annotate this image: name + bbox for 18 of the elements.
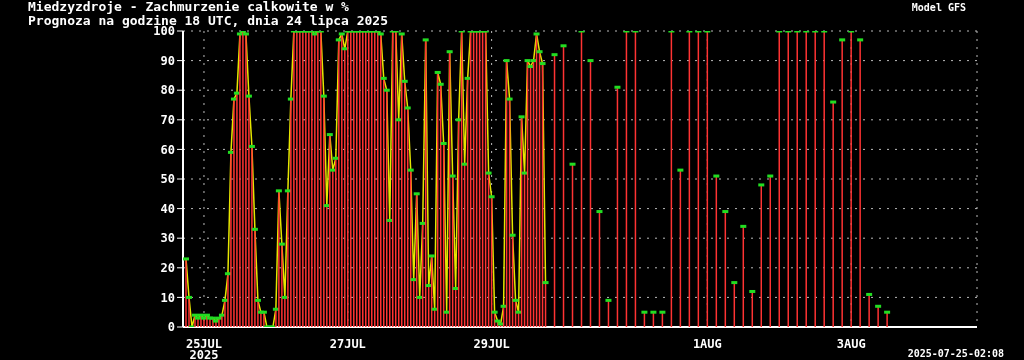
- y-tick-label: 60: [160, 142, 175, 157]
- chart-title: Miedzyzdroje - Zachmurzenie calkowite w %: [28, 0, 350, 14]
- y-tick-label: 50: [160, 172, 175, 187]
- y-tick-label: 90: [160, 53, 175, 68]
- y-tick-label: 70: [160, 113, 175, 128]
- x-tick-label: 3AUG: [836, 337, 866, 351]
- y-tick-label: 10: [160, 290, 175, 305]
- x-tick-label: 1AUG: [692, 337, 722, 351]
- y-tick-label: 40: [160, 201, 175, 216]
- x-tick-label: 27JUL: [329, 337, 366, 351]
- x-tick-label: 25JUL 2025: [185, 337, 223, 360]
- y-tick-label: 0: [167, 320, 175, 335]
- y-tick-label: 20: [160, 261, 175, 276]
- y-tick-label: 80: [160, 83, 175, 98]
- x-tick-label: 29JUL: [473, 337, 510, 351]
- text: Model GFS: [911, 2, 966, 13]
- y-tick-label: 30: [160, 231, 175, 246]
- text: 2025-07-25-02:08: [907, 348, 1004, 359]
